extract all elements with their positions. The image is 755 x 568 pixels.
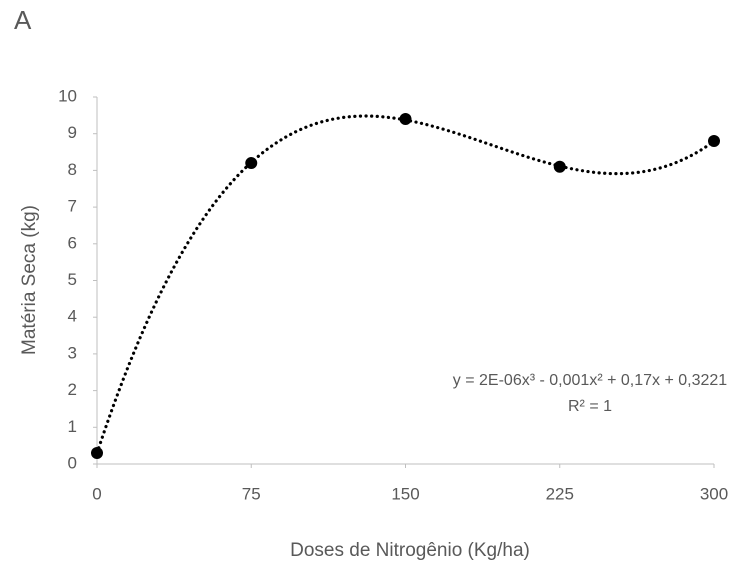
x-tick-label: 225 xyxy=(546,484,574,503)
panel-label: A xyxy=(14,5,32,35)
data-point xyxy=(245,157,258,170)
data-point xyxy=(399,113,412,126)
r-squared: R² = 1 xyxy=(568,398,612,415)
x-tick-label: 75 xyxy=(242,484,261,503)
y-tick-label: 4 xyxy=(68,307,77,326)
x-tick-label: 0 xyxy=(92,484,101,503)
y-tick-label: 5 xyxy=(68,270,77,289)
data-point xyxy=(553,160,566,173)
y-tick-label: 8 xyxy=(68,160,77,179)
y-axis-label: Matéria Seca (kg) xyxy=(19,205,40,355)
y-tick-label: 3 xyxy=(68,343,77,362)
y-tick-label: 7 xyxy=(68,197,77,216)
y-tick-label: 9 xyxy=(68,123,77,142)
y-tick-label: 0 xyxy=(68,453,77,472)
x-axis-label: Doses de Nitrogênio (Kg/ha) xyxy=(290,540,530,561)
y-tick-label: 10 xyxy=(58,86,77,105)
y-tick-label: 6 xyxy=(68,233,77,252)
y-tick-label: 2 xyxy=(68,380,77,399)
x-tick-label: 150 xyxy=(391,484,419,503)
data-point xyxy=(708,135,720,148)
trendline-equation: y = 2E-06x³ - 0,001x² + 0,17x + 0,3221 xyxy=(453,372,727,389)
data-point xyxy=(91,446,103,459)
trendline xyxy=(95,114,716,455)
y-tick-label: 1 xyxy=(68,417,77,436)
x-tick-label: 300 xyxy=(700,484,728,503)
